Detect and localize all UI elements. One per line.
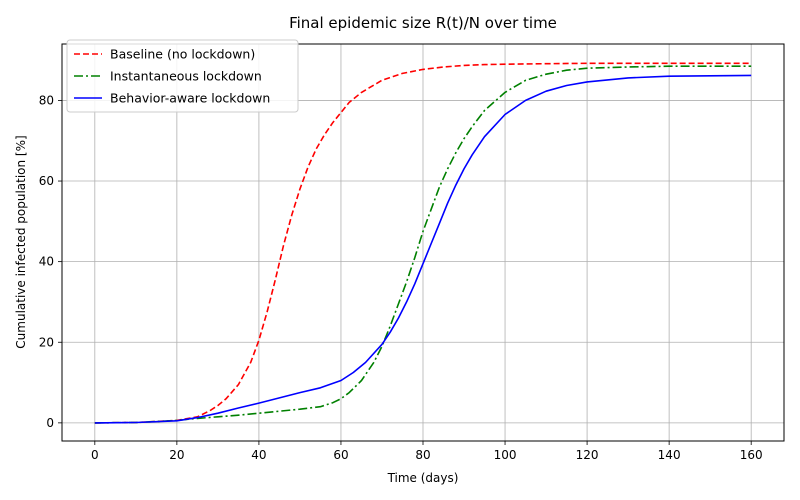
- plot-lines: [94, 62, 752, 424]
- series-line-1: [94, 62, 752, 424]
- legend-label-1: Baseline (no lockdown): [110, 47, 255, 62]
- y-tick-label: 60: [39, 174, 54, 188]
- y-tick-label: 80: [39, 93, 54, 107]
- x-tick-label: 140: [658, 448, 681, 462]
- legend-box: [66, 39, 299, 113]
- axis-ticks: 0 20 40 60 80 100 120 140 160 0 20 40 60 80: [39, 93, 763, 462]
- series-line-2: [94, 65, 752, 424]
- y-tick-label: 0: [46, 416, 54, 430]
- y-axis-label: Cumulative infected population [%]: [14, 135, 28, 348]
- y-tick-label: 20: [39, 335, 54, 349]
- y-tick-label: 40: [39, 255, 54, 269]
- legend-label-3: Behavior-aware lockdown: [110, 91, 270, 106]
- legend: Baseline (no lockdown) Instantaneous lock…: [66, 39, 299, 113]
- x-tick-label: 80: [415, 448, 430, 462]
- series-line-3: [94, 74, 752, 424]
- x-tick-label: 100: [494, 448, 517, 462]
- x-tick-label: 40: [251, 448, 266, 462]
- x-axis-label: Time (days): [387, 471, 459, 485]
- x-tick-label: 120: [576, 448, 599, 462]
- legend-label-2: Instantaneous lockdown: [110, 69, 262, 84]
- chart-title: Final epidemic size R(t)/N over time: [289, 14, 557, 32]
- x-tick-label: 20: [169, 448, 184, 462]
- grid: [62, 44, 784, 441]
- x-tick-label: 60: [333, 448, 348, 462]
- plot-frame: [61, 43, 785, 442]
- x-tick-label: 0: [91, 448, 99, 462]
- x-tick-label: 160: [740, 448, 763, 462]
